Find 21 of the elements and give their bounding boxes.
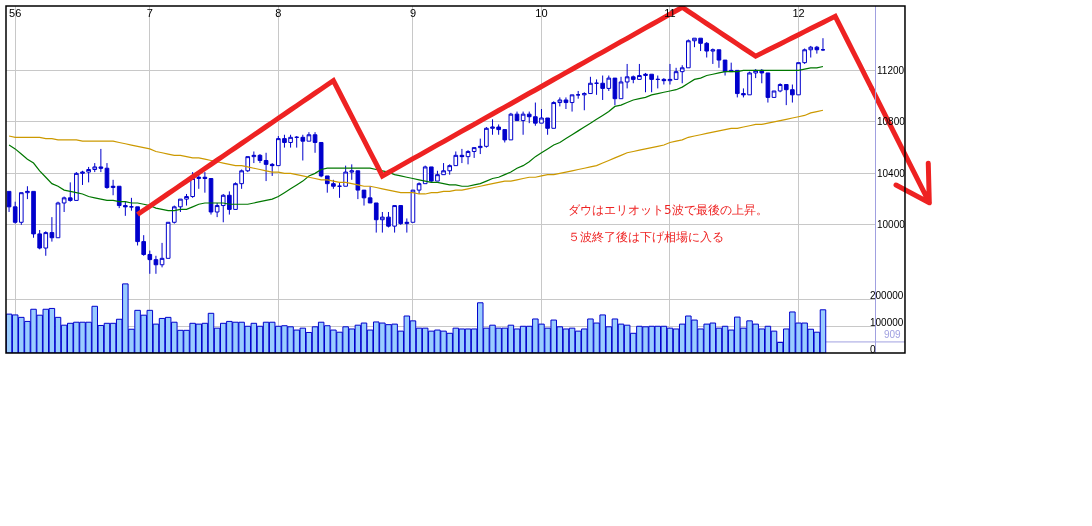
candlestick	[361, 189, 367, 207]
x-tick-label: 7	[146, 6, 153, 19]
annotation: ５波終了後は下げ相場に入る	[568, 230, 724, 244]
candlestick	[337, 181, 342, 199]
y-tick-label: 0	[870, 343, 876, 355]
y-tick-label: 100000	[870, 316, 904, 328]
annotation: ダウはエリオット5波で最後の上昇。	[568, 203, 768, 217]
annotation: 909	[884, 329, 902, 340]
candlestick	[129, 197, 134, 212]
candlestick	[257, 153, 263, 164]
candlestick	[667, 63, 673, 86]
x-tick-label: 12	[792, 6, 805, 19]
x-tick-label: 56	[9, 6, 22, 19]
x-tick-label: 9	[409, 6, 417, 19]
candlestick	[594, 78, 599, 96]
y-tick-label: 11200	[877, 64, 905, 76]
x-tick-label: 8	[275, 6, 282, 19]
candlestick	[104, 162, 110, 190]
line-series	[8, 109, 824, 195]
y-tick-label: 200000	[870, 289, 904, 301]
x-tick-label: 10	[535, 6, 548, 19]
